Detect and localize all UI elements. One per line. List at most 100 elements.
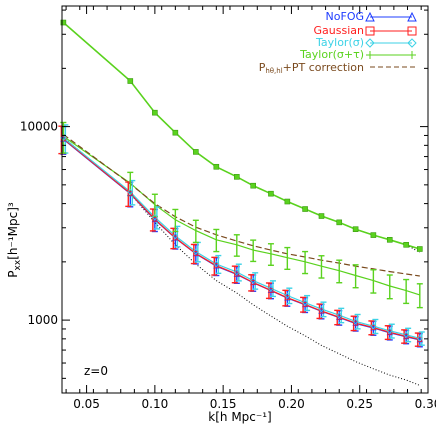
legend-pt-main: P	[259, 61, 266, 74]
series-2-gaussian-marker	[370, 325, 376, 330]
y-tick-label: 10000	[20, 120, 58, 134]
series-0-taylor-real-space-marker	[152, 109, 158, 116]
series-2-gaussian-marker	[213, 263, 219, 269]
series-3-taylor-marker	[192, 248, 199, 255]
plot-frame	[61, 5, 429, 394]
x-tick-label: 0.25	[346, 397, 373, 411]
series-3-taylor-marker	[151, 214, 158, 221]
series-1-nofog-marker	[213, 262, 220, 269]
series-3-taylor-marker	[386, 327, 393, 334]
series-2-gaussian-marker	[234, 271, 240, 277]
series-2-gaussian-marker	[127, 190, 133, 196]
series-3-taylor-marker	[352, 318, 359, 325]
dotted-curves	[63, 22, 421, 386]
series-0-taylor-real-space-marker	[403, 241, 409, 248]
x-axis-ticks: 0.05 0.10 0.15 0.20 0.25 0.30	[65, 6, 436, 411]
series-0-taylor-real-space-marker	[352, 226, 359, 232]
series-markers	[60, 19, 423, 343]
svg-text:Pxx[h⁻¹Mpc]³: Pxx[h⁻¹Mpc]³	[6, 202, 23, 278]
series-0-taylor-real-space-marker	[213, 163, 220, 170]
series-0-taylor-real-space-marker	[127, 78, 134, 84]
y-axis-label: Pxx[h⁻¹Mpc]³	[6, 202, 23, 278]
series-0-taylor-real-space-marker	[268, 190, 274, 197]
series-2-gaussian-marker	[250, 280, 256, 285]
series-2-gaussian-marker	[284, 295, 290, 301]
series-1-nofog-marker	[151, 216, 159, 223]
x-tick-label: 0.30	[415, 397, 436, 411]
series-3-taylor-marker	[302, 299, 309, 306]
y-axis-ticks: 1000 10000	[20, 9, 428, 379]
series-0-taylor-real-space-marker	[284, 198, 291, 205]
x-tick-label: 0.05	[73, 397, 100, 411]
series-3-taylor-marker	[403, 331, 410, 338]
x-axis-label: k[h Mpc⁻¹]	[208, 410, 271, 424]
series-3-taylor-marker	[127, 188, 134, 195]
series-2-gaussian-line	[63, 138, 420, 340]
legend-marker-taylor-sigma	[365, 38, 375, 48]
series-0-taylor-real-space-marker	[60, 19, 67, 26]
redshift-annotation: z=0	[84, 364, 108, 378]
x-tick-label: 0.15	[210, 397, 237, 411]
legend-pt-rest: +PT correction	[283, 61, 364, 74]
series-1-nofog-marker	[336, 314, 343, 321]
series-2-gaussian-marker	[268, 287, 274, 293]
legend-marker-nofog	[365, 11, 375, 22]
series-2-gaussian-marker	[336, 314, 342, 320]
series-0-taylor-real-space-marker	[417, 246, 423, 252]
y-tick-label: 1000	[27, 313, 58, 327]
series-3-taylor-marker	[336, 312, 343, 319]
series-1-nofog-marker	[352, 320, 359, 326]
series-2-gaussian-marker	[193, 251, 199, 256]
series-3-taylor-marker	[250, 277, 257, 284]
series-3-taylor-marker	[267, 285, 275, 292]
y-axis-label-sub: xx	[13, 259, 23, 270]
series-3-taylor-marker	[233, 269, 240, 276]
x-tick-label: 0.10	[142, 397, 169, 411]
series-0-taylor-real-space-marker	[193, 149, 199, 155]
series-0-taylor-real-space-marker	[234, 174, 240, 180]
series-0-taylor-real-space-marker	[318, 213, 325, 219]
legend-marker-taylor-sigma-tau-end	[408, 51, 416, 59]
series-2-gaussian-marker	[353, 320, 359, 326]
series-4-taylor-line	[63, 135, 420, 296]
legend-label-taylor-sigma-tau: Taylor(σ+τ)	[299, 48, 364, 61]
series-2-gaussian-marker	[172, 235, 178, 241]
series-2-gaussian-marker	[152, 216, 158, 222]
series-2-gaussian-marker	[387, 329, 393, 335]
series-0-taylor-real-space-marker	[250, 182, 256, 189]
legend-label-taylor-sigma: Taylor(σ)	[315, 36, 364, 49]
series-0-taylor-real-space-marker	[172, 129, 179, 136]
lower-dotted-line	[63, 136, 420, 386]
legend-marker-gaussian-end	[407, 26, 417, 36]
series-3-taylor-marker	[213, 260, 220, 268]
series-3-taylor-marker	[284, 292, 291, 299]
series-2-gaussian-marker	[319, 308, 324, 314]
series-0-taylor-real-space-marker	[336, 219, 343, 226]
series-3-taylor-marker	[416, 335, 423, 342]
legend-marker-nofog-end	[407, 11, 417, 22]
series-1-nofog-marker	[233, 271, 240, 277]
legend-marker-taylor-sigma-tau	[366, 51, 374, 59]
series-0-taylor-real-space-marker	[302, 206, 308, 212]
series-3-taylor-marker	[370, 323, 377, 330]
legend-label-gaussian: Gaussian	[314, 24, 364, 37]
series-3-taylor-marker	[172, 232, 179, 240]
legend-marker-taylor-sigma-end	[407, 38, 417, 48]
legend-label-pt-correction: Phθ,hl+PT correction	[259, 61, 364, 75]
y-axis-label-main: P	[6, 270, 20, 277]
series-2-gaussian-marker	[403, 333, 409, 339]
legend: NoFOG Gaussian Taylor(σ) Taylor(σ+τ) Phθ…	[259, 10, 417, 75]
legend-pt-sub: hθ,hl	[265, 67, 282, 75]
y-axis-label-unit: [h⁻¹Mpc]³	[6, 202, 20, 260]
legend-marker-gaussian	[365, 26, 375, 36]
series-3-taylor-marker	[318, 306, 325, 313]
series-2-gaussian-marker	[302, 302, 308, 307]
error-bars	[58, 121, 425, 348]
legend-label-nofog: NoFOG	[326, 10, 364, 23]
series-3-taylor-line	[63, 137, 420, 339]
series-0-taylor-real-space-marker	[370, 232, 377, 238]
x-tick-label: 0.20	[278, 397, 305, 411]
series-0-taylor-real-space-marker	[386, 237, 393, 243]
